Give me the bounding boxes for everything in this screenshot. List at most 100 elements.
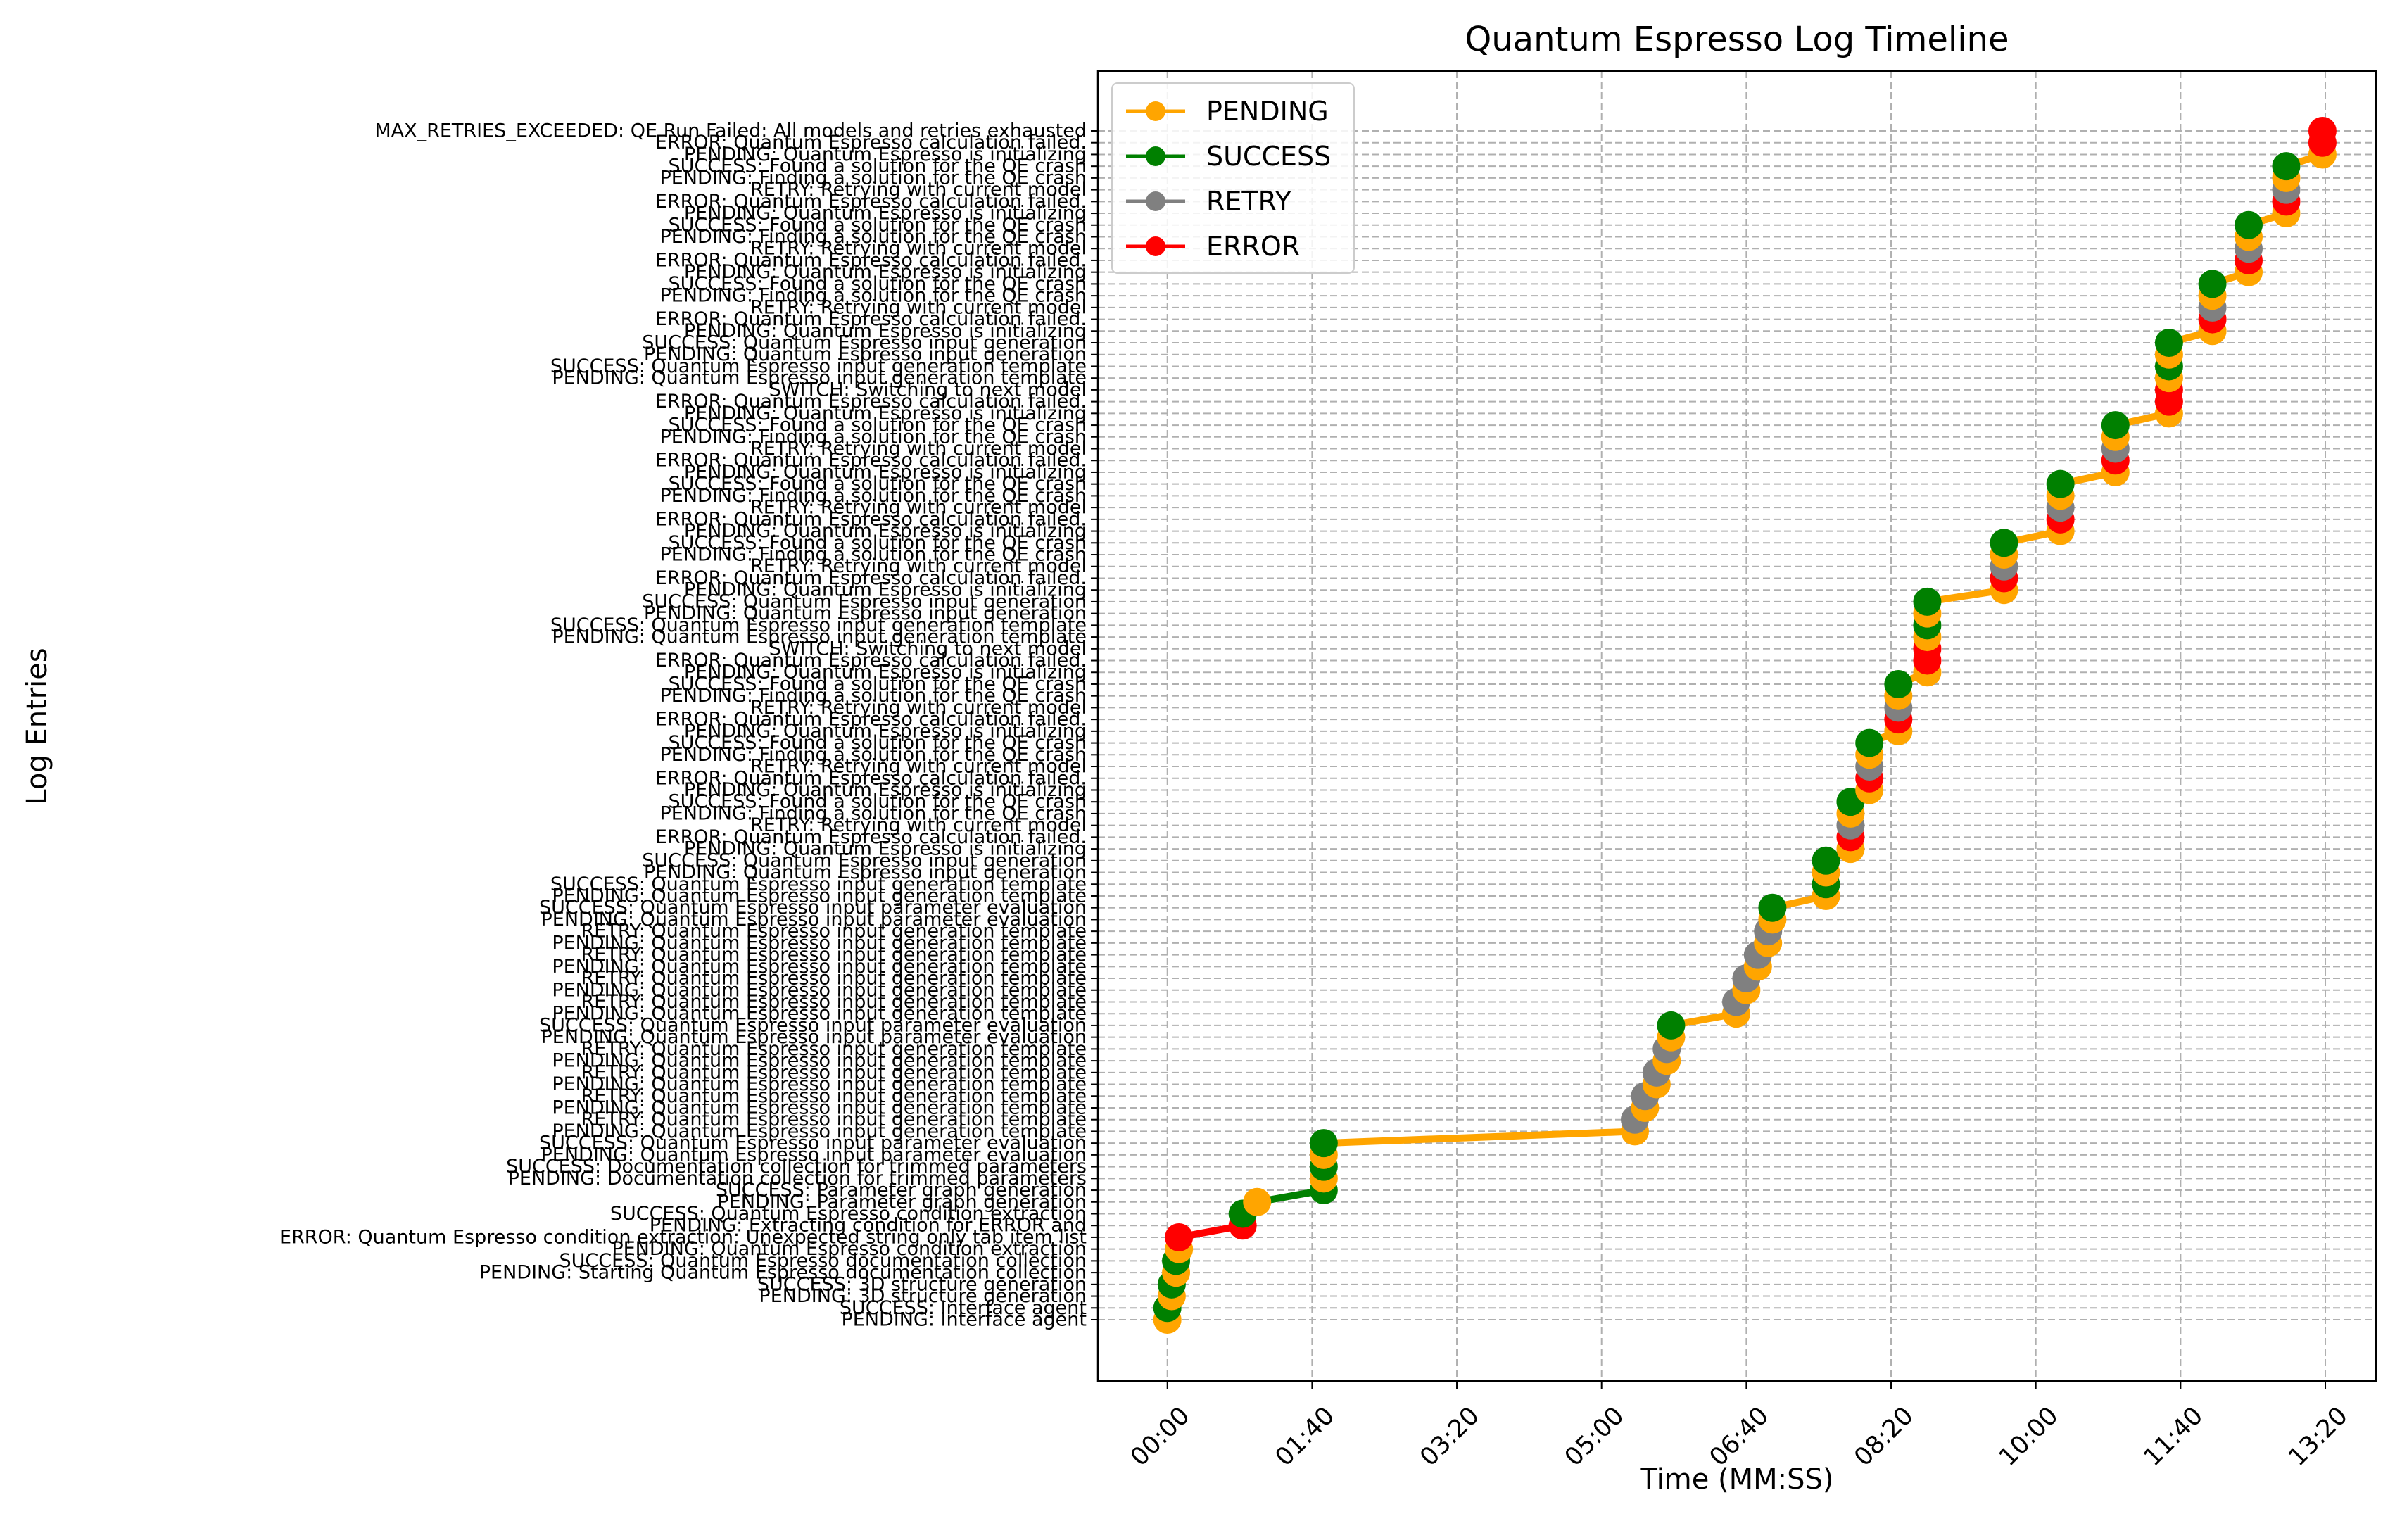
legend: PENDING SUCCESS RETRY ERROR bbox=[1111, 82, 1355, 274]
log-point-success bbox=[2198, 270, 2227, 298]
y-tick-label: PENDING: Quantum Espresso is initializin… bbox=[684, 144, 1087, 165]
y-tick-label: SUCCESS: Parameter graph generation bbox=[716, 1180, 1087, 1201]
log-point-pending bbox=[1243, 1187, 1272, 1216]
plot-area-frame bbox=[1096, 70, 2377, 1382]
y-tick-label: PENDING: Documentation collection for tr… bbox=[508, 1168, 1087, 1189]
y-tick-label: PENDING: Quantum Espresso input generati… bbox=[552, 1073, 1087, 1095]
legend-marker bbox=[1146, 236, 1165, 256]
y-tick-label: ERROR: Quantum Espresso calculation fail… bbox=[655, 191, 1087, 213]
legend-marker bbox=[1146, 146, 1165, 166]
y-tick-label: PENDING: Quantum Espresso is initializin… bbox=[684, 838, 1087, 860]
y-tick-label: PENDING: Finding a solution for the QE c… bbox=[659, 802, 1087, 824]
y-tick-label: PENDING: Quantum Espresso input generati… bbox=[552, 1097, 1087, 1118]
legend-box bbox=[1111, 82, 1355, 274]
y-tick-label: SUCCESS: Quantum Espresso input generati… bbox=[550, 614, 1087, 636]
y-tick-label: ERROR: Quantum Espresso condition extrac… bbox=[279, 1226, 1087, 1248]
y-tick-label: PENDING: Quantum Espresso is initializin… bbox=[684, 579, 1087, 601]
log-point-success bbox=[1855, 728, 1884, 757]
y-tick-label: SUCCESS: Quantum Espresso input paramete… bbox=[539, 1014, 1087, 1036]
x-axis-label: Time (MM:SS) bbox=[1639, 1463, 1833, 1496]
y-tick-label: PENDING: Quantum Espresso is initializin… bbox=[684, 720, 1087, 742]
y-tick-label: ERROR: Quantum Espresso calculation fail… bbox=[655, 709, 1087, 731]
y-tick-label: ERROR: Quantum Espresso calculation fail… bbox=[655, 249, 1087, 271]
y-tick-label: PENDING: Quantum Espresso input paramete… bbox=[541, 1144, 1087, 1166]
log-point-success bbox=[2235, 210, 2263, 239]
legend-label: SUCCESS bbox=[1206, 141, 1331, 172]
legend-label: PENDING bbox=[1206, 96, 1329, 127]
y-tick-label: SUCCESS: Found a solution for the QE cra… bbox=[669, 273, 1087, 295]
y-tick-label: RETRY: Retrying with current model bbox=[750, 179, 1087, 201]
log-point-success bbox=[1884, 669, 1913, 698]
y-tick-label: PENDING: Starting Quantum Espresso docum… bbox=[479, 1262, 1087, 1284]
log-point-error bbox=[2308, 117, 2337, 145]
y-tick-label: ERROR: Quantum Espresso calculation fail… bbox=[655, 650, 1087, 671]
y-tick-label: PENDING: Quantum Espresso input generati… bbox=[552, 979, 1087, 1001]
y-tick-label: RETRY: Retrying with current model bbox=[750, 238, 1087, 260]
legend-label: RETRY bbox=[1206, 186, 1292, 217]
y-tick-label: PENDING: Finding a solution for the QE c… bbox=[659, 744, 1087, 766]
y-tick-label: ERROR: Quantum Espresso calculation fail… bbox=[655, 308, 1087, 330]
y-tick-label: SUCCESS: Found a solution for the QE cra… bbox=[669, 156, 1087, 177]
y-tick-label: PENDING: Finding a solution for the QE c… bbox=[659, 226, 1087, 248]
y-tick-label: PENDING: Quantum Espresso input paramete… bbox=[541, 909, 1087, 930]
y-tick-label: SUCCESS: Quantum Espresso input paramete… bbox=[539, 897, 1087, 919]
y-tick-label: ERROR: Quantum Espresso calculation fail… bbox=[655, 450, 1087, 472]
y-tick-label: RETRY: Retrying with current model bbox=[750, 438, 1087, 460]
y-tick-label: PENDING: Quantum Espresso input generati… bbox=[552, 1003, 1087, 1025]
y-tick-label: PENDING: Quantum Espresso is initializin… bbox=[684, 520, 1087, 542]
y-tick-label: PENDING: Quantum Espresso input generati… bbox=[552, 626, 1087, 648]
y-tick-label: RETRY: Retrying with current model bbox=[750, 296, 1087, 318]
log-point-success bbox=[1990, 529, 2018, 557]
y-tick-label: SUCCESS: Found a solution for the QE cra… bbox=[669, 473, 1087, 495]
y-tick-label: RETRY: Retrying with current model bbox=[750, 756, 1087, 778]
log-point-success bbox=[1657, 1011, 1686, 1040]
y-tick-label: ERROR: Quantum Espresso calculation fail… bbox=[655, 391, 1087, 412]
y-tick-label: PENDING: Quantum Espresso input generati… bbox=[644, 602, 1087, 624]
y-tick-label: PENDING: Quantum Espresso input generati… bbox=[552, 1121, 1087, 1142]
log-point-success bbox=[1309, 1129, 1338, 1158]
y-tick-label: PENDING: Quantum Espresso is initializin… bbox=[684, 662, 1087, 683]
log-point-error bbox=[1165, 1223, 1194, 1251]
y-tick-label: PENDING: Finding a solution for the QE c… bbox=[659, 426, 1087, 448]
y-tick-label: SUCCESS: Quantum Espresso input generati… bbox=[550, 355, 1087, 377]
y-tick-label: SUCCESS: Interface agent bbox=[840, 1297, 1087, 1319]
y-tick-label: PENDING: Quantum Espresso is initializin… bbox=[684, 261, 1087, 283]
y-tick-label: PENDING: Quantum Espresso input generati… bbox=[644, 343, 1087, 365]
y-tick-label: RETRY: Quantum Espresso input generation… bbox=[581, 968, 1087, 990]
y-tick-label: SUCCESS: Documentation collection for tr… bbox=[506, 1156, 1087, 1178]
chart-title: Quantum Espresso Log Timeline bbox=[1465, 20, 2009, 59]
y-tick-label: PENDING: Quantum Espresso input paramete… bbox=[541, 1026, 1087, 1048]
y-tick-label: PENDING: Quantum Espresso is initializin… bbox=[684, 320, 1087, 342]
log-point-success bbox=[2046, 469, 2075, 498]
legend-label: ERROR bbox=[1206, 231, 1300, 262]
y-tick-label: PENDING: Quantum Espresso condition extr… bbox=[612, 1238, 1087, 1260]
y-tick-label: PENDING: Finding a solution for the QE c… bbox=[659, 485, 1087, 507]
timeline-series bbox=[1153, 117, 2337, 1334]
y-tick-label: PENDING: Quantum Espresso is initializin… bbox=[684, 203, 1087, 225]
y-tick-label: SUCCESS: Quantum Espresso input generati… bbox=[642, 332, 1087, 354]
y-tick-label: RETRY: Retrying with current model bbox=[750, 697, 1087, 719]
y-tick-label: ERROR: Quantum Espresso calculation fail… bbox=[655, 132, 1087, 153]
y-tick-label: SUCCESS: Quantum Espresso documentation … bbox=[560, 1250, 1087, 1272]
y-tick-label: RETRY: Quantum Espresso input generation… bbox=[581, 921, 1087, 942]
y-tick-label: SUCCESS: Found a solution for the QE cra… bbox=[669, 791, 1087, 813]
y-tick-label: RETRY: Quantum Espresso input generation… bbox=[581, 1085, 1087, 1107]
y-tick-label: PENDING: Parameter graph generation bbox=[717, 1191, 1087, 1213]
y-tick-label: PENDING: 3D structure generation bbox=[759, 1285, 1087, 1307]
y-tick-label: RETRY: Quantum Espresso input generation… bbox=[581, 1109, 1087, 1130]
y-tick-label: ERROR: Quantum Espresso calculation fail… bbox=[655, 567, 1087, 589]
y-tick-label: ERROR: Quantum Espresso calculation fail… bbox=[655, 508, 1087, 530]
y-tick-label: SUCCESS: 3D structure generation bbox=[757, 1273, 1087, 1295]
y-tick-label: SUCCESS: Quantum Espresso condition extr… bbox=[610, 1203, 1087, 1225]
y-tick-label: ERROR: Quantum Espresso calculation fail… bbox=[655, 767, 1087, 789]
y-tick-label: PENDING: Extracting condition for ERROR … bbox=[650, 1215, 1087, 1237]
y-tick-label: PENDING: Quantum Espresso is initializin… bbox=[684, 779, 1087, 801]
y-tick-label: PENDING: Interface agent bbox=[841, 1309, 1087, 1331]
y-tick-label: SUCCESS: Quantum Espresso input generati… bbox=[642, 850, 1087, 871]
y-tick-label: SUCCESS: Found a solution for the QE cra… bbox=[669, 673, 1087, 695]
y-tick-label: MAX_RETRIES_EXCEEDED: QE Run Failed: All… bbox=[374, 120, 1087, 142]
y-tick-label: RETRY: Retrying with current model bbox=[750, 497, 1087, 519]
y-tick-label: PENDING: Quantum Espresso input generati… bbox=[644, 861, 1087, 883]
